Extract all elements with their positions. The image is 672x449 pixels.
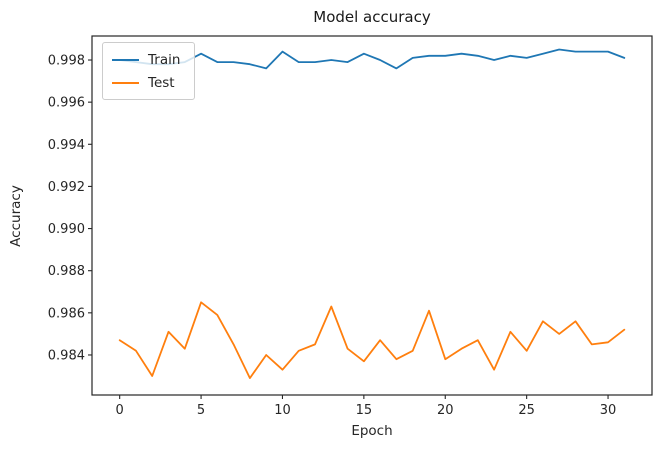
y-tick-label: 0.994 bbox=[48, 138, 85, 153]
x-tick-label: 15 bbox=[356, 403, 373, 418]
legend-item-train: Train bbox=[112, 48, 180, 71]
x-axis-label: Epoch bbox=[351, 423, 393, 439]
plot-border bbox=[91, 35, 653, 396]
y-tick-label: 0.988 bbox=[48, 264, 85, 279]
y-tick-label: 0.996 bbox=[48, 96, 85, 111]
train-line-swatch bbox=[112, 58, 139, 61]
series-line-test bbox=[118, 301, 626, 380]
y-tick-label: 0.986 bbox=[48, 306, 85, 321]
x-tick-label: 20 bbox=[437, 403, 454, 418]
chart-title: Model accuracy bbox=[313, 8, 431, 26]
y-tick-label: 0.992 bbox=[48, 180, 85, 195]
x-tick-label: 30 bbox=[600, 403, 617, 418]
x-tick-label: 25 bbox=[518, 403, 535, 418]
legend-item-test: Test bbox=[112, 71, 180, 94]
y-tick-label: 0.990 bbox=[48, 222, 85, 237]
test-line-swatch bbox=[112, 81, 139, 84]
series-line-train bbox=[118, 48, 626, 70]
x-tick-label: 0 bbox=[116, 403, 124, 418]
legend: Train Test bbox=[102, 42, 196, 100]
x-tick-label: 10 bbox=[274, 403, 291, 418]
legend-label-test: Test bbox=[148, 74, 175, 91]
legend-label-train: Train bbox=[148, 51, 181, 68]
y-tick-label: 0.998 bbox=[48, 54, 85, 69]
x-tick-label: 5 bbox=[197, 403, 205, 418]
y-axis-label: Accuracy bbox=[8, 185, 24, 247]
y-tick-label: 0.984 bbox=[48, 348, 85, 363]
